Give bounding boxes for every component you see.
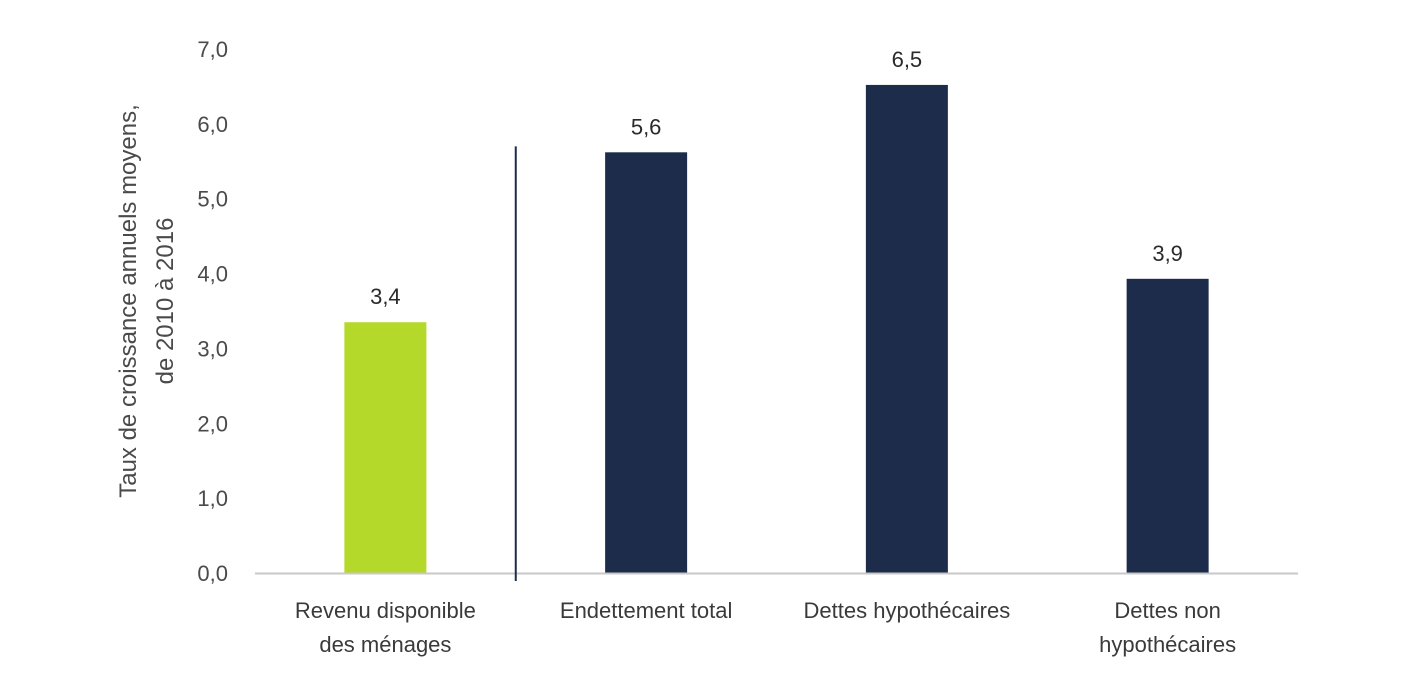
y-tick-label: 4,0 [197,262,228,287]
category-labels: Revenu disponible des ménages Endettement … [295,598,1236,657]
category-label: Dettes hypothécaires [804,598,1011,623]
category-label: Dettes non hypothécaires [1099,598,1236,657]
data-label: 3,9 [1152,241,1183,266]
y-axis-label-line: de 2010 à 2016 [152,218,179,385]
bars [344,84,1209,573]
y-tick-label: 7,0 [197,37,228,62]
category-label-line: Endettement total [560,598,732,623]
category-label: Endettement total [560,598,732,623]
category-label-line: Dettes hypothécaires [804,598,1011,623]
category-label-line: hypothécaires [1099,632,1236,657]
data-label: 5,6 [631,114,662,139]
category-label-line: des ménages [319,632,451,657]
y-tick-label: 1,0 [197,486,228,511]
y-tick-label: 0,0 [197,561,228,586]
bar [865,84,948,573]
category-label: Revenu disponible des ménages [295,598,476,657]
category-label-line: Dettes non [1114,598,1220,623]
y-axis-label-line: Taux de croissance annuels moyens, [115,104,142,498]
data-labels: 3,4 5,6 6,5 3,9 [370,47,1183,309]
data-label: 6,5 [892,47,923,72]
category-label-line: Revenu disponible [295,598,476,623]
bar [1126,278,1209,573]
bar [344,322,427,573]
y-axis-title: Taux de croissance annuels moyens, de 201… [115,104,179,498]
y-axis-ticks: 0,0 1,0 2,0 3,0 4,0 5,0 6,0 7,0 [197,37,228,586]
data-label: 3,4 [370,284,401,309]
y-tick-label: 2,0 [197,411,228,436]
bar [605,152,688,573]
y-tick-label: 6,0 [197,112,228,137]
y-tick-label: 3,0 [197,336,228,361]
y-axis-label: Taux de croissance annuels moyens, de 201… [115,104,179,498]
y-tick-label: 5,0 [197,187,228,212]
